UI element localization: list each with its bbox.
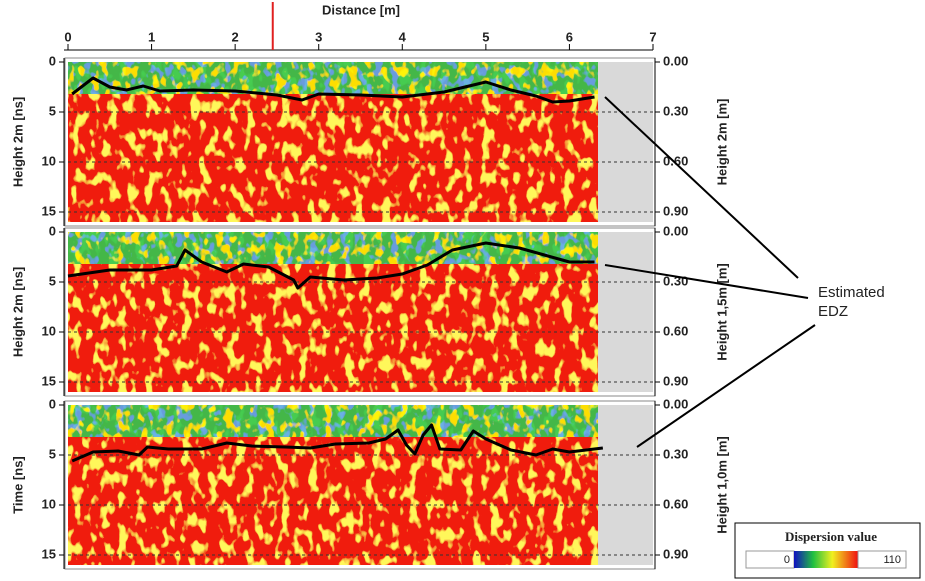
x-tick-label: 4 xyxy=(399,29,407,44)
y-tick-label: 5 xyxy=(49,273,56,288)
y-tick-label: 10 xyxy=(42,496,56,511)
y2-tick-label: 0.60 xyxy=(663,496,688,511)
no-data-area xyxy=(598,405,653,565)
edz-line xyxy=(67,241,595,290)
x-axis-title: Distance [m] xyxy=(322,2,400,17)
y-axis-title: Height 2m [ns] xyxy=(10,97,25,187)
y2-axis-title: Height 1,5m [m] xyxy=(714,263,729,361)
y-tick-label: 15 xyxy=(42,203,56,218)
y-tick-label: 5 xyxy=(49,446,56,461)
x-tick-label: 2 xyxy=(232,29,239,44)
y-axis-title: Time [ns] xyxy=(10,456,25,514)
y-tick-label: 5 xyxy=(49,103,56,118)
x-tick-label: 7 xyxy=(649,29,656,44)
y2-tick-label: 0.30 xyxy=(663,103,688,118)
x-tick-label: 3 xyxy=(315,29,322,44)
colorbar-max: 110 xyxy=(883,554,901,566)
y-axis-title: Height 2m [ns] xyxy=(10,267,25,357)
y2-axis-title: Height 2m [m] xyxy=(714,99,729,186)
edz-line xyxy=(71,423,604,463)
y2-tick-label: 0.90 xyxy=(663,373,688,388)
y-tick-label: 0 xyxy=(49,53,56,68)
y2-tick-label: 0.90 xyxy=(663,203,688,218)
colorbar-title: Dispersion value xyxy=(785,529,877,544)
y-tick-label: 10 xyxy=(42,323,56,338)
radargram-top xyxy=(68,405,598,437)
y2-tick-label: 0.60 xyxy=(663,323,688,338)
y2-tick-label: 0.00 xyxy=(663,223,688,238)
y-tick-label: 0 xyxy=(49,223,56,238)
y2-tick-label: 0.00 xyxy=(663,53,688,68)
x-tick-label: 1 xyxy=(148,29,155,44)
y-tick-label: 15 xyxy=(42,373,56,388)
y-tick-label: 0 xyxy=(49,396,56,411)
y2-tick-label: 0.00 xyxy=(663,396,688,411)
x-tick-label: 5 xyxy=(482,29,489,44)
edz-line xyxy=(71,76,595,104)
y2-tick-label: 0.30 xyxy=(663,446,688,461)
y-tick-label: 15 xyxy=(42,546,56,561)
annotation: Estimated EDZ xyxy=(604,96,885,448)
no-data-area xyxy=(598,232,653,392)
radargram-top xyxy=(68,62,598,94)
x-tick-label: 0 xyxy=(64,29,71,44)
y-tick-label: 10 xyxy=(42,153,56,168)
annotation-text: Estimated xyxy=(818,284,885,301)
y2-axis-title: Height 1,0m [m] xyxy=(714,436,729,534)
no-data-area xyxy=(598,62,653,222)
colorbar-min: 0 xyxy=(784,554,790,566)
y2-tick-label: 0.90 xyxy=(663,546,688,561)
colorbar: Dispersion value 0 110 xyxy=(734,522,921,579)
annotation-text: EDZ xyxy=(818,303,848,320)
x-tick-label: 6 xyxy=(566,29,573,44)
